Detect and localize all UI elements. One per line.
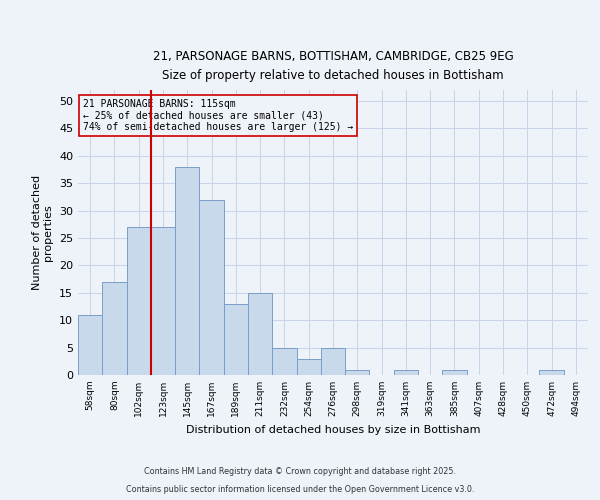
Bar [321, 348, 345, 375]
Text: Contains HM Land Registry data © Crown copyright and database right 2025.: Contains HM Land Registry data © Crown c… [144, 467, 456, 476]
Bar [248, 293, 272, 375]
Bar [151, 227, 175, 375]
Bar [199, 200, 224, 375]
Bar [272, 348, 296, 375]
Text: Contains public sector information licensed under the Open Government Licence v3: Contains public sector information licen… [126, 485, 474, 494]
Bar [175, 166, 199, 375]
Bar [539, 370, 564, 375]
Bar [442, 370, 467, 375]
Bar [345, 370, 370, 375]
Bar [394, 370, 418, 375]
X-axis label: Distribution of detached houses by size in Bottisham: Distribution of detached houses by size … [186, 424, 480, 434]
Bar [127, 227, 151, 375]
Text: 21 PARSONAGE BARNS: 115sqm
← 25% of detached houses are smaller (43)
74% of semi: 21 PARSONAGE BARNS: 115sqm ← 25% of deta… [83, 98, 353, 132]
Title: 21, PARSONAGE BARNS, BOTTISHAM, CAMBRIDGE, CB25 9EG
Size of property relative to: 21, PARSONAGE BARNS, BOTTISHAM, CAMBRIDG… [152, 50, 514, 82]
Bar [102, 282, 127, 375]
Bar [78, 314, 102, 375]
Y-axis label: Number of detached
properties: Number of detached properties [32, 175, 53, 290]
Bar [224, 304, 248, 375]
Bar [296, 358, 321, 375]
